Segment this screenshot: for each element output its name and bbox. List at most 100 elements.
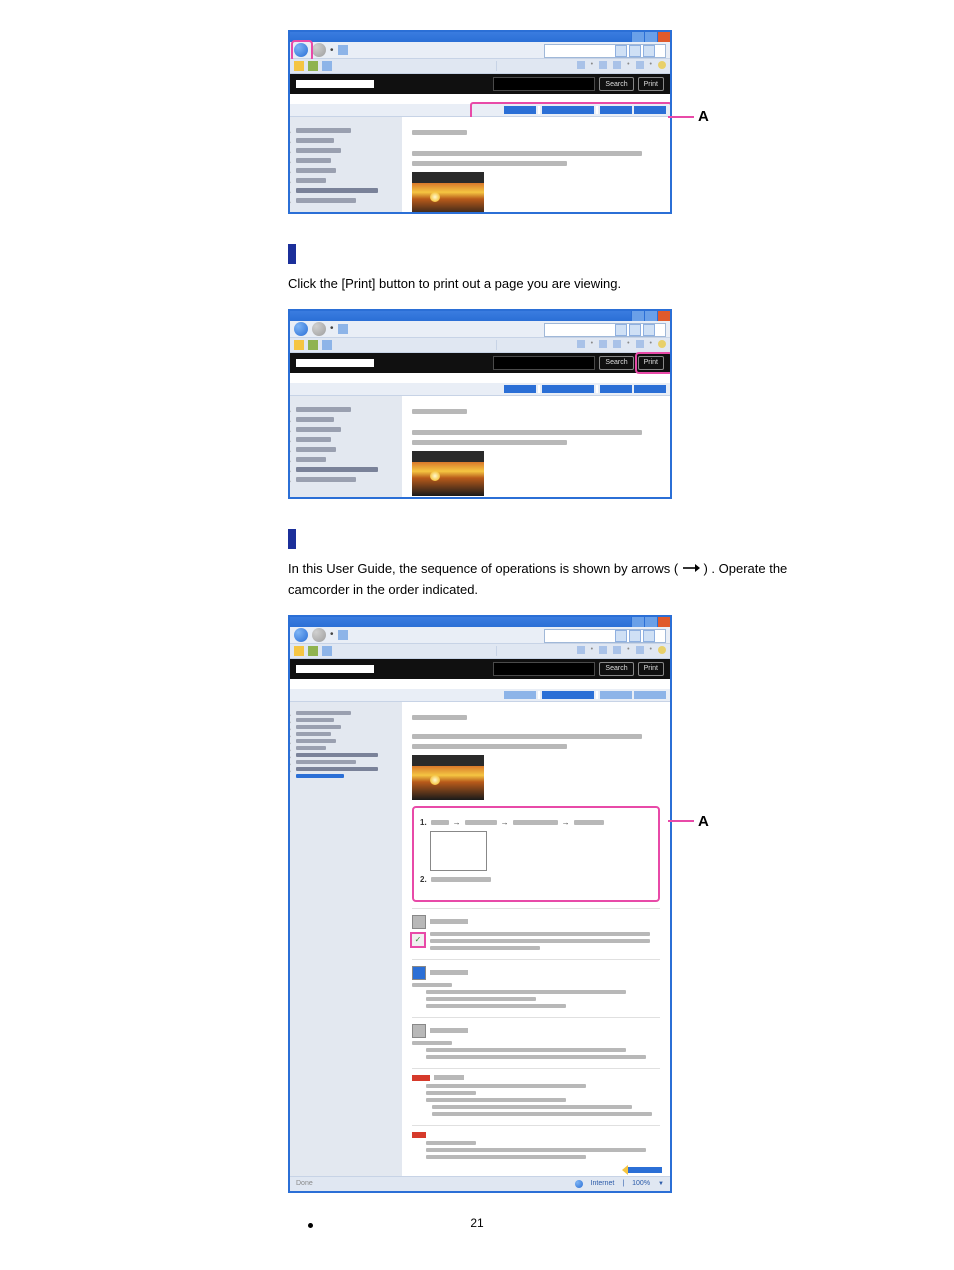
print-button[interactable]: Print [638,662,664,676]
tools-icon[interactable] [658,340,666,348]
callout-a-label: A [698,108,709,125]
print-icon[interactable] [613,340,621,348]
tools-icon[interactable] [658,61,666,69]
sidebar-item[interactable] [296,158,331,163]
print-icon[interactable] [613,646,621,654]
home-icon[interactable] [577,61,585,69]
page-tool-icon[interactable] [636,340,644,348]
sidebar-item[interactable] [296,427,341,432]
page-icon [338,630,348,640]
browser-window-1: • [288,30,672,214]
favorites-star-icon[interactable] [294,340,304,350]
search-button[interactable]: Search [599,77,633,91]
sidebar-item-active[interactable] [296,467,378,472]
close-icon [657,311,670,321]
tab-icon [322,646,332,656]
home-icon[interactable] [577,646,585,654]
forward-button[interactable] [312,43,326,57]
caution-icon [412,1075,430,1081]
sidebar-item[interactable] [296,477,356,482]
figure-2-wrap: • [288,309,708,499]
tab-item[interactable] [504,691,536,699]
sidebar-item[interactable] [296,198,356,203]
section-marker [288,244,296,264]
refresh-icon [629,45,641,57]
back-button[interactable] [294,322,308,336]
tab-item[interactable] [504,385,536,393]
address-search[interactable] [544,629,666,643]
add-favorite-icon[interactable] [308,646,318,656]
sidebar-item[interactable] [296,711,351,715]
favorites-star-icon[interactable] [294,61,304,71]
sidebar-item[interactable] [296,739,336,743]
sidebar-item[interactable] [296,725,341,729]
site-search-input[interactable] [493,356,595,370]
site-logo [296,665,374,673]
forward-button[interactable] [312,628,326,642]
sidebar-item[interactable] [296,447,336,452]
tab-item[interactable] [542,385,594,393]
add-favorite-icon[interactable] [308,340,318,350]
sidebar-item-active[interactable] [296,753,378,757]
search-button[interactable]: Search [599,356,633,370]
titlebar [290,617,670,627]
minimize-icon [631,32,644,42]
sidebar-item[interactable] [296,417,334,422]
home-icon[interactable] [577,340,585,348]
sidebar-item[interactable] [296,760,356,764]
sidebar-item[interactable] [296,732,331,736]
sidebar-item[interactable] [296,746,326,750]
section-marker [288,529,296,549]
arrow-icon [682,559,700,580]
forward-button[interactable] [312,322,326,336]
tab-item[interactable] [542,691,594,699]
back-button[interactable] [294,628,308,642]
record-icon [412,915,426,929]
address-bar: • [290,42,670,59]
page-tool-icon[interactable] [636,646,644,654]
search-nav-icon [615,45,627,57]
search-button[interactable]: Search [599,662,633,676]
site-header: Search Print [290,659,670,679]
sidebar-item[interactable] [296,128,351,133]
sidebar-item[interactable] [296,168,336,173]
favorites-star-icon[interactable] [294,646,304,656]
sidebar-item[interactable] [296,457,326,462]
sidebar-item[interactable] [296,718,334,722]
sidebar-item[interactable] [296,767,378,771]
feed-icon[interactable] [599,61,607,69]
add-favorite-icon[interactable] [308,61,318,71]
browser-window-2: • [288,309,672,499]
sunset-image [412,172,484,214]
close-icon [657,617,670,627]
tab-item[interactable] [600,691,632,699]
address-search[interactable] [544,44,666,58]
page-number: 21 [0,1216,954,1230]
tab-item[interactable] [600,385,632,393]
maximize-icon [644,32,657,42]
print-button[interactable]: Print [638,77,664,91]
sidebar-item-active[interactable] [296,188,378,193]
print-icon[interactable] [613,61,621,69]
feed-icon[interactable] [599,340,607,348]
sidebar-item[interactable] [296,138,334,143]
sidebar [290,396,402,499]
warning-icon [412,1132,426,1138]
page-tool-icon[interactable] [636,61,644,69]
sidebar-subitem[interactable] [296,774,344,778]
callout-a-label: A [698,813,709,830]
site-search-input[interactable] [493,662,595,676]
tools-icon[interactable] [658,646,666,654]
favorites-bar: • • • [290,59,670,74]
tab-item[interactable] [634,691,666,699]
sidebar-item[interactable] [296,148,341,153]
close-icon [657,32,670,42]
address-search[interactable] [544,323,666,337]
tab-item[interactable] [634,385,666,393]
page-icon [338,324,348,334]
sidebar-item[interactable] [296,178,326,183]
sidebar-item[interactable] [296,407,351,412]
feed-icon[interactable] [599,646,607,654]
sidebar-item[interactable] [296,437,331,442]
site-search-input[interactable] [493,77,595,91]
